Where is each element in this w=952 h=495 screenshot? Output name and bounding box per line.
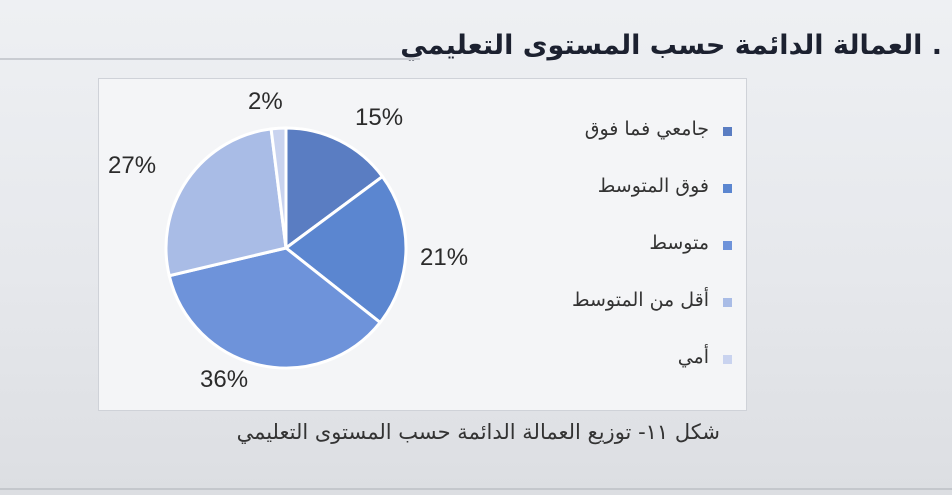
legend-item-5: أمي [572, 346, 732, 403]
legend-item-4: أقل من المتوسط [572, 289, 732, 346]
legend-label-5: أمي [677, 346, 709, 368]
legend-swatch-3 [723, 241, 732, 250]
legend-item-3: متوسط [572, 232, 732, 289]
legend-swatch-4 [723, 298, 732, 307]
legend-label-3: متوسط [649, 232, 709, 254]
figure-caption: شكل ١١- توزيع العمالة الدائمة حسب المستو… [236, 420, 720, 444]
pie-slice-2 [283, 174, 408, 325]
pie-slice-1 [284, 126, 385, 251]
pie-value-label-2: 21% [420, 244, 469, 271]
page-bottom-rule [0, 488, 952, 490]
legend-label-4: أقل من المتوسط [571, 289, 709, 311]
legend-item-2: فوق المتوسط [572, 175, 732, 232]
legend-swatch-5 [723, 355, 732, 364]
section-heading: . العمالة الدائمة حسب المستوى التعليمي [400, 30, 942, 61]
pie-value-label-4: 27% [108, 152, 157, 179]
pie-value-label-5: 2% [248, 88, 283, 115]
heading-underline [0, 58, 420, 60]
chart-legend: جامعي فما فوق فوق المتوسط متوسط أقل من المت… [572, 118, 732, 403]
legend-swatch-1 [723, 127, 732, 136]
legend-label-2: فوق المتوسط [597, 175, 709, 197]
pie-slice-4 [164, 127, 288, 278]
pie-slice-5 [269, 126, 288, 249]
pie-value-label-1: 15% [355, 104, 404, 131]
legend-label-1: جامعي فما فوق [584, 118, 709, 140]
legend-swatch-2 [723, 184, 732, 193]
legend-item-1: جامعي فما فوق [572, 118, 732, 175]
pie-slice-3 [167, 246, 383, 370]
pie-value-label-3: 36% [200, 366, 249, 393]
